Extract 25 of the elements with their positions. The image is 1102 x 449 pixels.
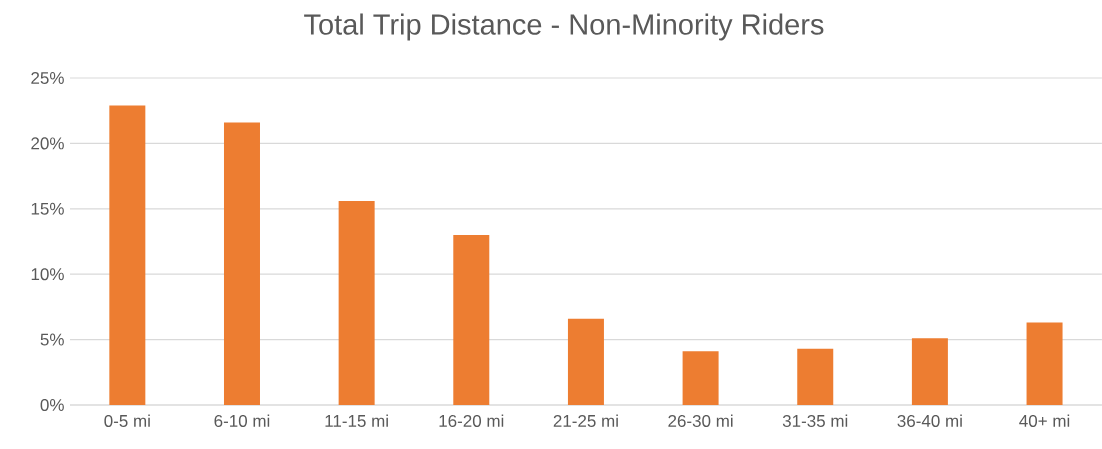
x-tick-label: 31-35 mi <box>782 414 848 427</box>
y-tick-label: 20% <box>31 137 64 150</box>
chart-title: Total Trip Distance - Non-Minority Riders <box>304 13 824 41</box>
x-tick-label: 26-30 mi <box>668 414 733 427</box>
bar <box>911 338 948 405</box>
x-tick-label: 40+ mi <box>1019 414 1070 427</box>
y-tick-label: 10% <box>31 268 64 281</box>
x-tick-label: 36-40 mi <box>897 414 962 427</box>
x-tick-label: 21-25 mi <box>553 414 618 427</box>
y-tick-label: 25% <box>31 71 64 85</box>
bar <box>797 348 834 405</box>
y-tick-label: 0% <box>40 398 64 412</box>
bar <box>682 351 719 405</box>
bar <box>1026 322 1063 405</box>
y-tick-label: 15% <box>31 202 64 215</box>
bar <box>338 200 375 405</box>
bar <box>109 105 146 405</box>
x-tick-label: 11-15 mi <box>325 414 388 427</box>
x-tick-label: 6-10 mi <box>214 414 270 427</box>
bar <box>567 318 604 405</box>
y-tick-label: 5% <box>40 333 64 346</box>
x-tick-label: 0-5 mi <box>104 414 150 427</box>
bar <box>453 234 490 405</box>
bar <box>223 122 260 405</box>
x-tick-label: 16-20 mi <box>439 414 504 427</box>
